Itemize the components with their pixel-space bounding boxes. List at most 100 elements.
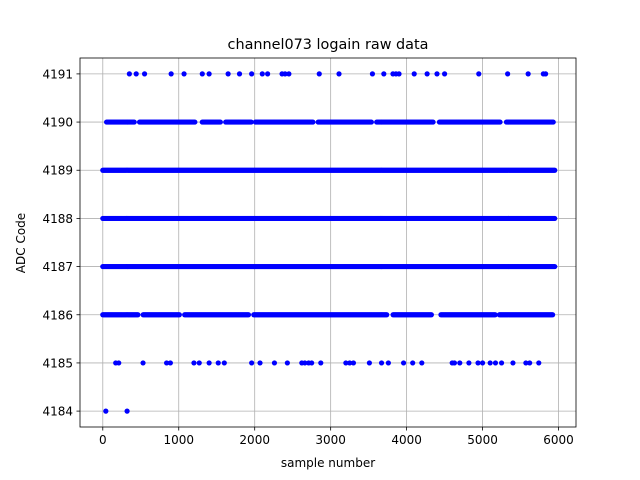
- plot-frame: [79, 57, 577, 428]
- data-point: [466, 360, 472, 366]
- data-point: [347, 360, 353, 366]
- data-point: [282, 71, 288, 77]
- x-axis-label: sample number: [281, 456, 375, 470]
- data-point: [116, 360, 122, 366]
- data-point: [221, 360, 227, 366]
- data-point: [343, 360, 349, 366]
- data-point: [550, 119, 556, 125]
- data-point: [249, 71, 255, 77]
- data-point: [510, 360, 516, 366]
- data-point: [411, 71, 417, 77]
- data-point: [487, 360, 493, 366]
- data-point: [369, 71, 376, 77]
- data-point: [505, 71, 511, 77]
- data-point: [476, 71, 482, 77]
- data-point: [424, 71, 430, 77]
- y-tick-label: 4185: [42, 356, 73, 370]
- data-point: [366, 360, 372, 366]
- data-point: [133, 71, 139, 77]
- data-point: [168, 71, 174, 77]
- data-point: [527, 360, 533, 366]
- data-point: [552, 215, 558, 222]
- data-point: [536, 360, 542, 366]
- data-point: [552, 167, 558, 173]
- data-point: [457, 360, 463, 366]
- data-point: [192, 119, 198, 125]
- data-point: [543, 71, 549, 77]
- data-point: [249, 360, 255, 366]
- x-tick-label: 3000: [315, 433, 346, 447]
- data-point: [284, 360, 290, 366]
- data-point: [140, 360, 146, 366]
- y-tick-label: 4186: [42, 308, 73, 322]
- data-point: [245, 312, 252, 318]
- data-point: [236, 71, 243, 77]
- data-point: [310, 119, 316, 125]
- data-point: [265, 71, 271, 77]
- data-point: [434, 71, 440, 77]
- data-point: [309, 360, 315, 366]
- y-axis-label: ADC Code: [14, 213, 28, 273]
- data-point: [419, 360, 425, 366]
- x-tick-label: 6000: [543, 433, 574, 447]
- data-point: [396, 71, 402, 77]
- data-point: [430, 119, 436, 125]
- y-tick-label: 4189: [42, 164, 73, 178]
- data-point: [302, 360, 308, 366]
- data-point: [410, 360, 416, 366]
- data-point: [318, 360, 324, 366]
- data-point: [248, 119, 254, 125]
- data-point: [336, 71, 342, 77]
- data-point: [257, 360, 263, 366]
- data-point: [525, 71, 531, 77]
- data-point: [475, 360, 481, 366]
- data-point: [550, 312, 556, 318]
- data-point: [441, 71, 448, 77]
- data-points: [100, 71, 558, 414]
- data-point: [215, 360, 221, 366]
- data-point: [479, 360, 486, 366]
- data-point: [131, 119, 137, 125]
- data-point: [271, 360, 278, 366]
- data-point: [196, 360, 202, 366]
- data-point: [498, 360, 505, 366]
- data-point: [552, 263, 558, 270]
- data-point: [492, 312, 498, 318]
- data-point: [350, 360, 357, 366]
- data-point: [206, 360, 212, 366]
- data-point: [103, 408, 109, 414]
- data-point: [384, 312, 390, 318]
- data-point: [451, 360, 458, 366]
- data-point: [225, 71, 231, 77]
- y-tick-label: 4184: [42, 405, 73, 419]
- data-point: [428, 312, 434, 318]
- data-point: [259, 71, 265, 77]
- data-point: [217, 119, 223, 125]
- data-point: [400, 360, 407, 366]
- data-point: [378, 360, 385, 366]
- data-point: [167, 360, 173, 366]
- data-point: [141, 71, 148, 77]
- data-point: [385, 360, 391, 366]
- data-point: [497, 119, 503, 125]
- y-tick-label: 4187: [42, 260, 73, 274]
- x-tick-label: 5000: [467, 433, 498, 447]
- data-point: [181, 71, 187, 77]
- data-point: [191, 360, 197, 366]
- y-tick-label: 4191: [42, 67, 73, 81]
- data-point: [316, 71, 322, 77]
- data-point: [368, 119, 374, 125]
- data-point: [135, 312, 141, 318]
- data-point: [124, 408, 130, 414]
- data-point: [286, 71, 292, 77]
- data-point: [163, 360, 170, 366]
- chart-title: channel073 logain raw data: [228, 37, 429, 53]
- data-point: [492, 360, 499, 366]
- data-point: [523, 360, 529, 366]
- data-point: [206, 71, 212, 77]
- y-tick-label: 4188: [42, 212, 73, 226]
- data-point: [176, 312, 182, 318]
- x-axis-ticks: 0 1000 2000 3000 4000 5000 6000: [99, 427, 574, 447]
- x-tick-label: 1000: [163, 433, 194, 447]
